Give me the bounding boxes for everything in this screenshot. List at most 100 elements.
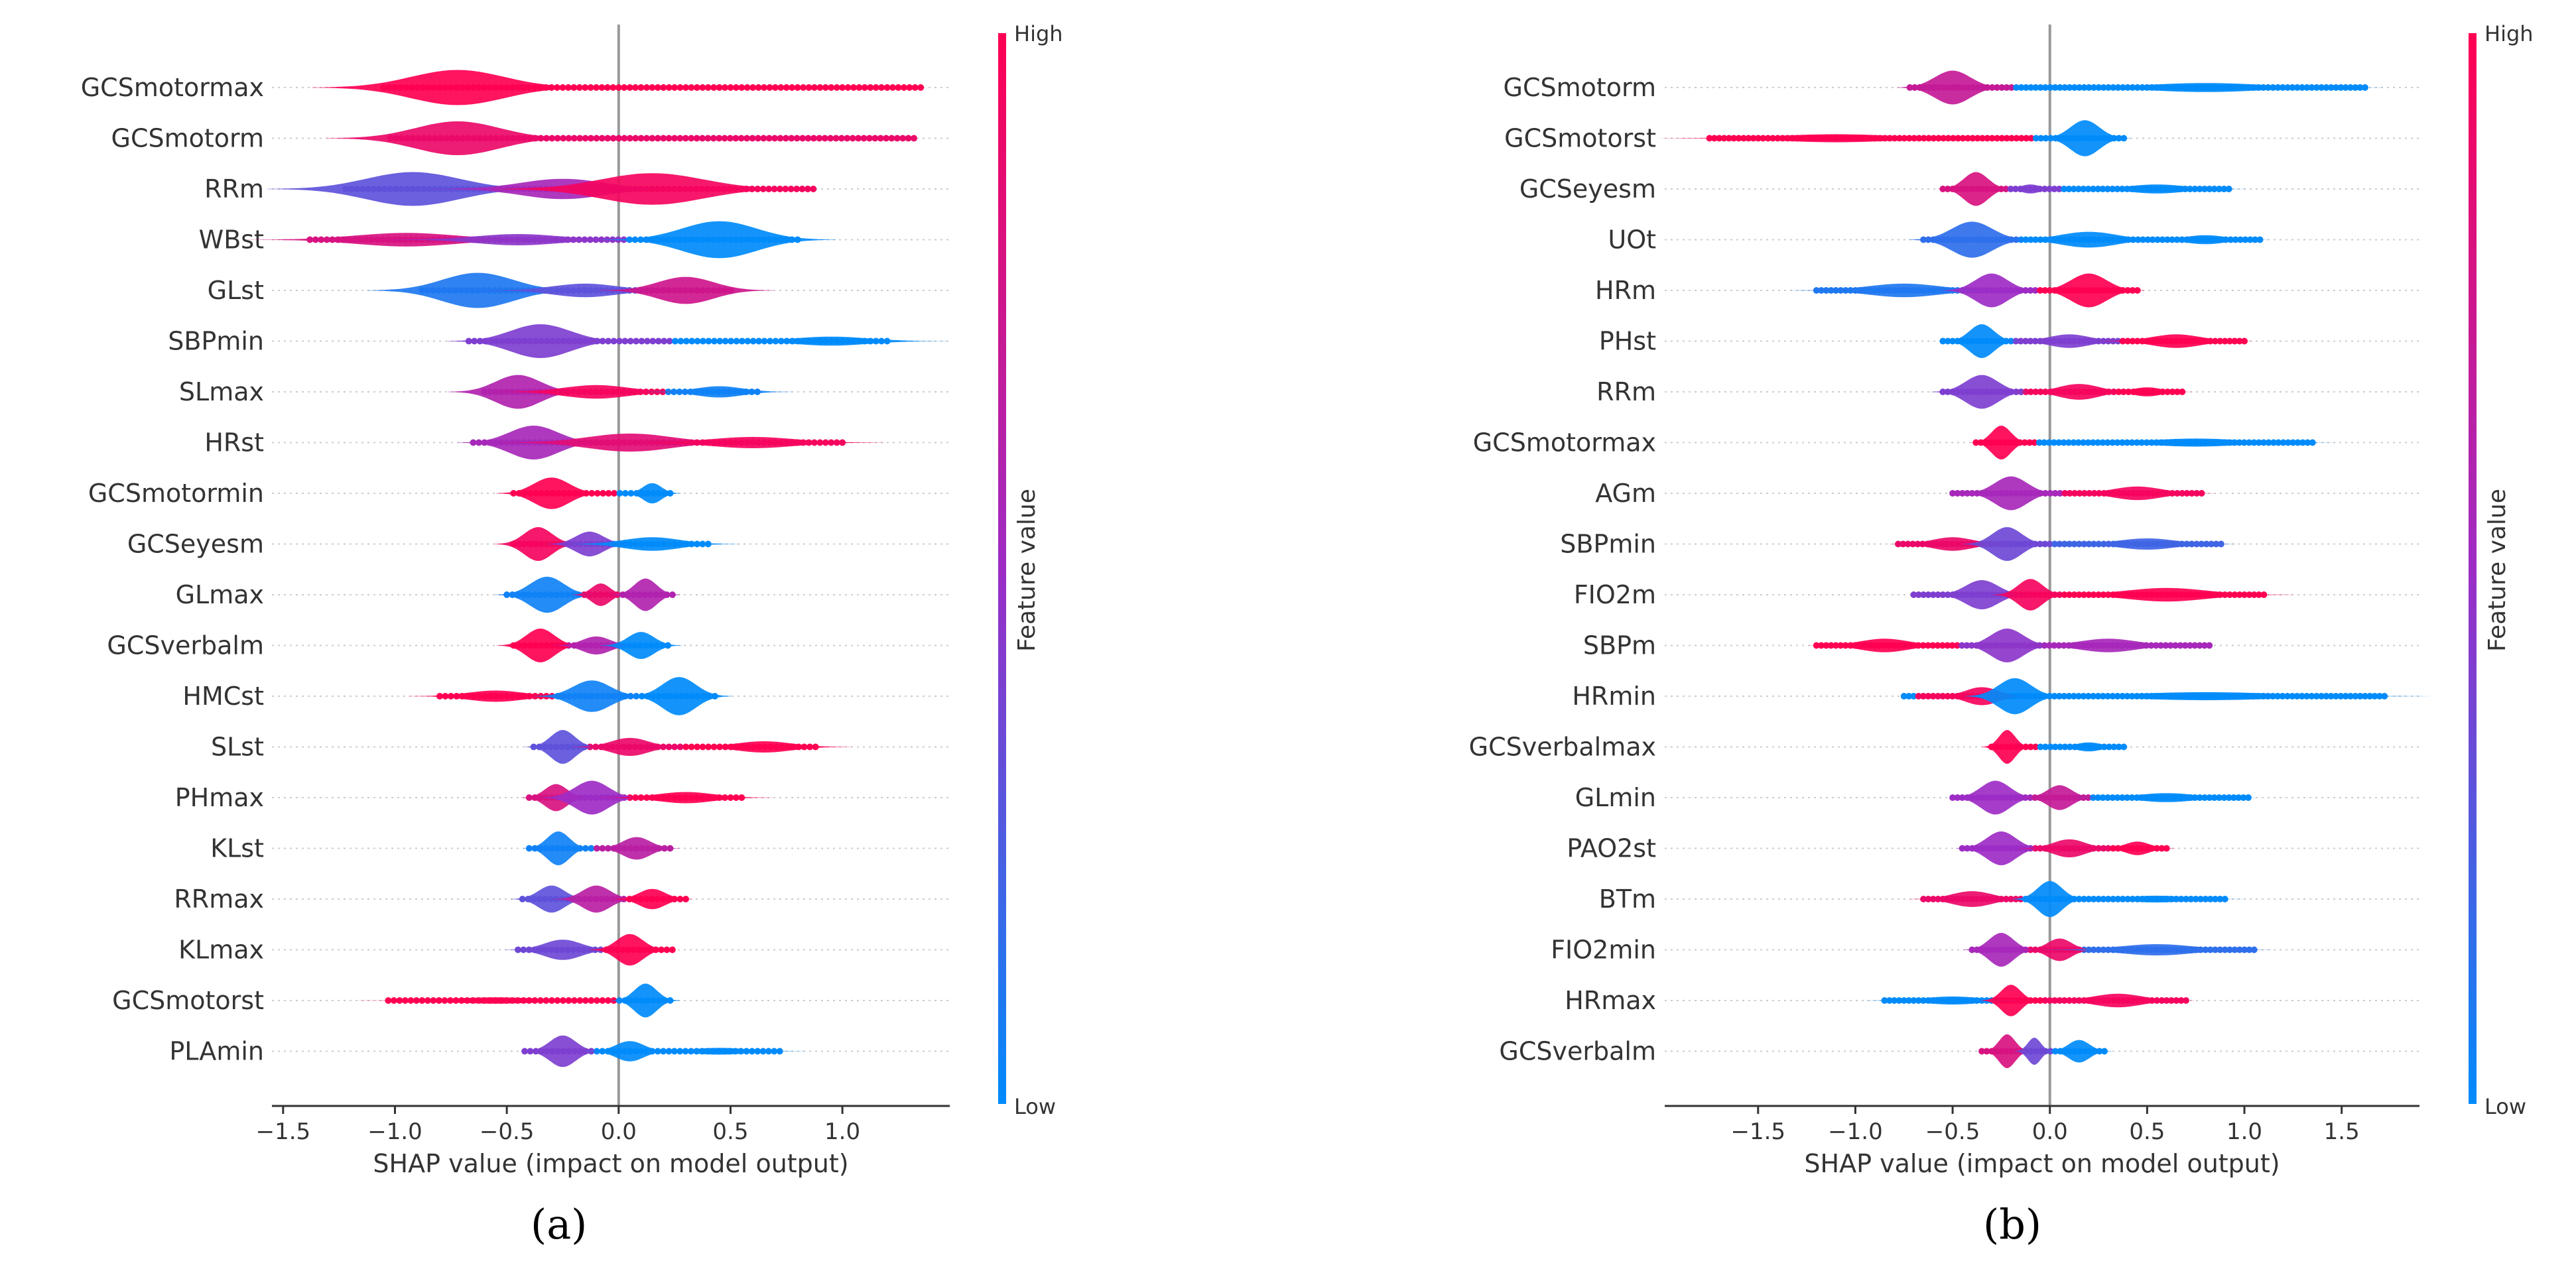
shap-point <box>1954 490 1961 497</box>
colorbar <box>998 33 1006 1104</box>
shap-point <box>2051 540 2058 548</box>
violin-body <box>483 283 687 298</box>
shap-point <box>889 84 896 91</box>
shap-point <box>2032 135 2039 142</box>
violin-body <box>2043 944 2271 955</box>
shap-point <box>2061 186 2068 192</box>
shap-point <box>638 337 645 345</box>
shap-point <box>1920 693 1927 699</box>
feature-row-AGm: AGm <box>1595 476 2214 511</box>
shap-point <box>1900 693 1907 699</box>
violin-body <box>610 983 680 1018</box>
shap-point <box>810 84 818 91</box>
shap-point <box>660 135 667 142</box>
shap-point <box>816 84 824 91</box>
shap-point <box>604 84 611 91</box>
feature-row-PAO2st: PAO2st <box>1567 831 2175 865</box>
shap-point <box>632 135 639 142</box>
shap-point <box>593 135 600 142</box>
violin-body <box>2028 83 2383 92</box>
violin-body <box>2006 334 2133 348</box>
violin-body <box>367 273 588 308</box>
violin-body <box>1982 730 2033 764</box>
feature-row-GCSmotorm: GCSmotorm <box>111 121 917 155</box>
feature-row-GCSmotormax: GCSmotormax <box>1473 426 2335 459</box>
shap-point <box>710 84 718 91</box>
shap-point <box>871 135 879 142</box>
shap-point <box>810 186 817 192</box>
shap-point <box>2008 84 2015 91</box>
feature-label: PLAmin <box>169 1037 264 1066</box>
feature-row-KLst: KLst <box>210 831 680 865</box>
feature-row-GCSverbalm: GCSverbalm <box>1499 1034 2112 1068</box>
violin-body <box>1978 692 2433 701</box>
shap-point <box>860 135 868 142</box>
violin-body <box>387 234 649 245</box>
feature-label: HRmax <box>1565 986 1656 1015</box>
violin-body <box>1864 996 2041 1005</box>
violin-body <box>2042 993 2194 1008</box>
shap-point <box>621 135 628 142</box>
shap-point <box>771 135 779 142</box>
violin-body <box>2020 638 2197 652</box>
shap-point <box>828 84 835 91</box>
shap-point <box>827 135 834 142</box>
feature-label: SBPm <box>1583 631 1656 660</box>
shap-point <box>766 84 773 91</box>
feature-label: KLst <box>210 834 264 863</box>
shap-point <box>666 337 673 345</box>
feature-label: GLmin <box>1575 783 1656 812</box>
violin-body <box>586 1041 674 1062</box>
feature-row-GCSeyesm: GCSeyesm <box>1519 172 2246 206</box>
shap-point <box>732 135 740 142</box>
feature-row-PHst: PHst <box>1599 324 2252 358</box>
feature-label: UOt <box>1608 225 1656 255</box>
feature-row-RRm: RRm <box>204 172 817 206</box>
shap-point <box>643 84 650 91</box>
violin-body <box>2014 1038 2055 1065</box>
feature-row-PHmax: PHmax <box>175 780 773 815</box>
shap-point <box>805 84 812 91</box>
shap-point <box>669 946 676 953</box>
violin-body <box>267 172 558 206</box>
violin-body <box>1961 527 2053 561</box>
feature-label: RRm <box>1596 377 1656 406</box>
shap-point <box>621 84 628 91</box>
shap-point <box>693 84 700 91</box>
shap-point <box>694 337 701 345</box>
violin-body <box>598 792 773 804</box>
shap-point <box>883 84 891 91</box>
shap-point <box>610 84 617 91</box>
violin-body <box>552 885 640 913</box>
feature-row-HRmin: HRmin <box>1572 678 2433 715</box>
feature-label: GCSmotormax <box>81 73 264 102</box>
feature-label: HMCst <box>182 682 264 711</box>
x-tick-label: 1.0 <box>824 1119 860 1145</box>
feature-label: KLmax <box>178 936 264 965</box>
shap-point <box>888 135 895 142</box>
shap-point <box>839 84 846 91</box>
shap-point <box>643 135 650 142</box>
feature-label: GCSeyesm <box>127 530 264 559</box>
feature-row-GCSmotormin: GCSmotormin <box>88 477 682 509</box>
shap-point <box>749 135 756 142</box>
feature-label: HRmin <box>1572 682 1656 711</box>
shap-point <box>710 135 717 142</box>
shap-point <box>1925 591 1932 598</box>
violin-body <box>525 730 601 764</box>
shap-point <box>749 84 757 91</box>
x-tick-label: −1.0 <box>367 1119 422 1145</box>
violin-body <box>1909 891 2035 907</box>
feature-row-PLAmin: PLAmin <box>169 1035 807 1067</box>
violin-body <box>589 934 671 966</box>
shap-point <box>1939 337 1947 345</box>
violin-body <box>603 221 836 259</box>
feature-label: SBPmin <box>1560 530 1656 559</box>
feature-label: HRst <box>204 428 264 457</box>
shap-point <box>654 135 661 142</box>
violin-body <box>1897 70 2008 105</box>
violin-body <box>1943 324 2020 358</box>
panel-a: GCSmotormax GCSmotorm RRm WBst GLst SBPmin SLm… <box>81 21 1063 1178</box>
feature-label: GCSmotorst <box>112 986 264 1015</box>
feature-label: GCSeyesm <box>1519 174 1656 204</box>
